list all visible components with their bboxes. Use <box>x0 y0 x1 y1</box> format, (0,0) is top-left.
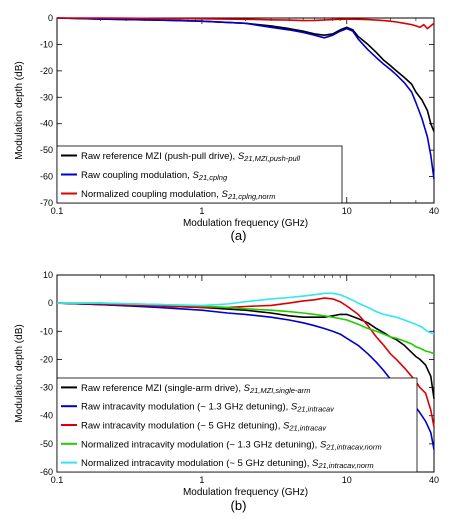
legend: Raw reference MZI (push-pull drive), S21… <box>56 145 343 204</box>
x-tick-label: 40 <box>429 475 439 485</box>
panel-label: (b) <box>231 498 247 513</box>
y-tick-label: -70 <box>40 198 53 208</box>
x-axis-label: Modulation frequency (GHz) <box>183 487 308 498</box>
y-tick-label: 0 <box>48 13 53 23</box>
x-tick-label: 1 <box>199 206 204 216</box>
series-line-1 <box>56 302 435 399</box>
y-tick-label: -30 <box>40 92 53 102</box>
y-tick-label: -30 <box>40 383 53 393</box>
x-tick-label: 10 <box>342 475 352 485</box>
y-tick-label: -10 <box>40 326 53 336</box>
legend-entry: Raw intracavity modulation (~ 1.3 GHz de… <box>81 402 335 414</box>
x-tick-label: 1 <box>199 475 204 485</box>
series-line-5 <box>57 292 435 335</box>
y-tick-label: -20 <box>40 66 53 76</box>
legend-entry: Raw intracavity modulation (~ 5 GHz detu… <box>81 421 327 433</box>
legend-entry: Raw reference MZI (push-pull drive), S21… <box>81 151 300 163</box>
legend-entry: Normalized intracavity modulation (~ 5 G… <box>81 458 374 470</box>
legend-entry: Normalized intracavity modulation (~ 1.3… <box>81 439 382 451</box>
x-tick-label: 0.1 <box>51 206 64 216</box>
y-tick-label: 0 <box>48 298 53 308</box>
series-line-2 <box>56 17 435 180</box>
panel-label: (a) <box>231 228 247 243</box>
legend: Raw reference MZI (single-arm drive), S2… <box>56 377 418 473</box>
chart-panel-2: 0.1 1 10 40 10 0 -10 -20 -30 -40 -50 -60 Modulation … <box>14 270 439 513</box>
x-axis-label: Modulation frequency (GHz) <box>183 218 308 229</box>
x-tick-label: 0.1 <box>51 475 64 485</box>
y-tick-label: -40 <box>40 119 53 129</box>
y-axis-label: Modulation depth (dB) <box>14 61 25 159</box>
y-tick-label: -40 <box>40 411 53 421</box>
y-tick-label: -50 <box>40 439 53 449</box>
legend-box <box>56 145 343 204</box>
y-tick-label: 10 <box>43 270 53 280</box>
legend-box <box>56 377 418 473</box>
legend-entry: Raw reference MZI (single-arm drive), S2… <box>81 383 310 395</box>
series-line-4 <box>57 302 435 355</box>
series-line-3 <box>57 17 435 30</box>
legend-entry: Normalized coupling modulation, S21,cpln… <box>81 189 275 201</box>
y-tick-label: -60 <box>40 467 53 477</box>
x-tick-label: 40 <box>429 206 439 216</box>
y-tick-label: -60 <box>40 172 53 182</box>
y-axis-label: Modulation depth (dB) <box>14 324 25 422</box>
chart-panel-1: 0.1 1 10 40 0 -10 -20 -30 -40 -50 -60 -70 Modulation… <box>14 13 439 243</box>
x-tick-label: 10 <box>342 206 352 216</box>
y-tick-label: -20 <box>40 354 53 364</box>
y-tick-label: -10 <box>40 39 53 49</box>
y-tick-label: -50 <box>40 145 53 155</box>
legend-entry: Raw coupling modulation, S21,cplng <box>81 170 228 182</box>
